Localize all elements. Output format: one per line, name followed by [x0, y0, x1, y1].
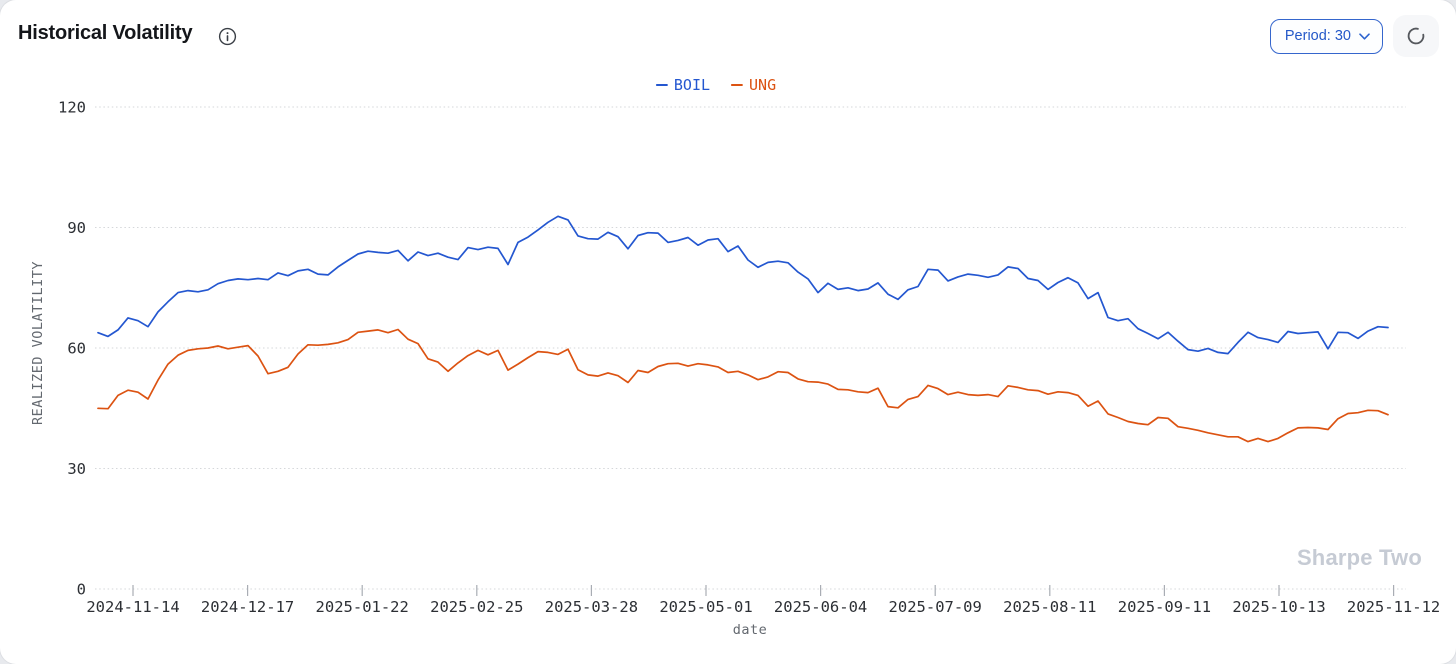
sharpe-two-watermark: Sharpe Two	[1296, 545, 1422, 570]
legend-label-ung: UNG	[749, 76, 777, 94]
x-tick-label: 2025-03-28	[545, 598, 638, 616]
chevron-down-icon	[1359, 32, 1370, 40]
legend-label-boil: BOIL	[673, 76, 711, 94]
x-tick-label: 2025-01-22	[316, 598, 409, 616]
x-tick-label: 2025-06-04	[774, 598, 867, 616]
x-tick-label: 2025-05-01	[659, 598, 752, 616]
info-icon[interactable]	[218, 27, 237, 46]
series-line-BOIL	[97, 215, 1389, 355]
y-tick-label: 0	[77, 581, 86, 599]
header-controls: Period: 30	[1269, 15, 1439, 57]
x-axis-title: date	[733, 622, 768, 638]
page-title: Historical Volatility	[18, 22, 193, 44]
period-dropdown[interactable]: Period: 30	[1269, 18, 1383, 54]
x-tick-label: 2025-02-25	[430, 598, 523, 616]
x-tick-label: 2024-12-17	[201, 598, 294, 616]
x-tick-label: 2025-11-12	[1347, 598, 1440, 616]
y-axis-title: REALIZED VOLATILITY	[30, 261, 46, 425]
x-tick-label: 2025-09-11	[1118, 598, 1211, 616]
loading-spinner-icon	[1407, 27, 1425, 45]
legend-dash-ung	[731, 83, 744, 87]
chart-legend: BOIL UNG	[655, 76, 776, 94]
y-tick-label: 60	[67, 340, 86, 358]
x-tick-label: 2024-11-14	[86, 598, 179, 616]
series-line-UNG	[97, 328, 1389, 443]
x-tick-label: 2025-08-11	[1003, 598, 1096, 616]
info-icon-glyph	[218, 27, 237, 46]
y-tick-label: 90	[67, 219, 86, 237]
refresh-button[interactable]	[1393, 15, 1439, 57]
period-dropdown-label: Period: 30	[1284, 28, 1351, 44]
y-tick-label: 120	[58, 99, 86, 117]
x-tick-label: 2025-10-13	[1232, 598, 1325, 616]
legend-item-boil[interactable]: BOIL	[655, 76, 711, 94]
y-tick-label: 30	[67, 460, 86, 478]
legend-item-ung[interactable]: UNG	[731, 76, 776, 94]
x-tick-label: 2025-07-09	[889, 598, 982, 616]
legend-dash-boil	[655, 83, 668, 87]
